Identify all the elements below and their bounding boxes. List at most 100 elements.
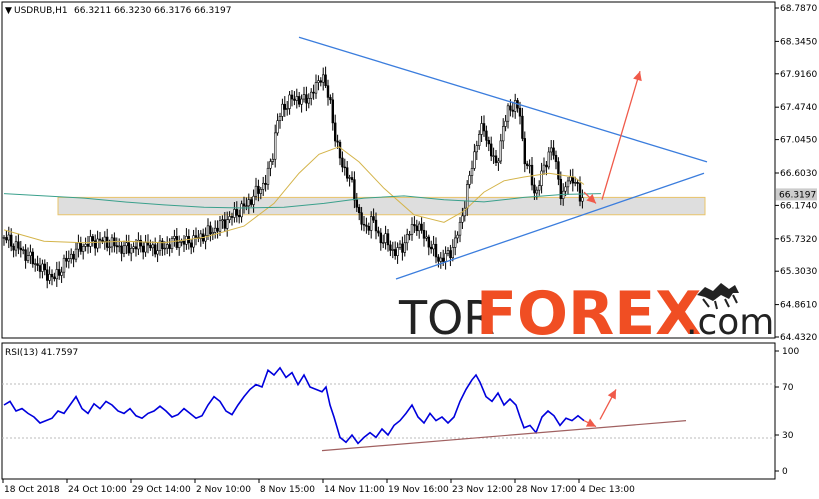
candle-body <box>357 206 361 214</box>
candle-body <box>31 251 34 265</box>
candle-body <box>57 269 61 276</box>
rsi-forecast-arrow-head <box>585 418 596 427</box>
candle-body <box>79 242 83 252</box>
price-tick-label: 67.9160 <box>780 70 817 80</box>
candle-body <box>209 225 212 235</box>
candle-body <box>485 130 488 141</box>
candle-body <box>506 105 510 122</box>
candle-body <box>533 184 536 194</box>
candle-body <box>444 253 447 262</box>
candle-body <box>415 225 418 232</box>
candle-body <box>245 205 248 207</box>
candle-body <box>48 273 51 281</box>
price-forecast-arrow-head <box>586 193 596 204</box>
candle-body <box>96 238 99 249</box>
candle-body <box>84 243 87 247</box>
candle-body <box>21 249 25 251</box>
candle-body <box>118 245 121 248</box>
candle-body <box>309 91 313 99</box>
candle-body <box>137 239 140 250</box>
candle-body <box>278 116 282 121</box>
candle-body <box>302 94 306 100</box>
candle-body <box>552 147 555 156</box>
candle-body <box>542 164 546 172</box>
candle-body <box>94 240 97 249</box>
candle-body <box>408 233 411 236</box>
candle-body <box>413 224 416 227</box>
candle-body <box>223 219 226 229</box>
candle-body <box>144 242 147 253</box>
rsi-tick-label: 30 <box>782 431 794 441</box>
candle-body <box>103 236 107 242</box>
candle-body <box>98 238 102 241</box>
collapse-triangle-icon[interactable]: ▼ <box>5 6 12 16</box>
candle-body <box>115 245 119 248</box>
candle-body <box>120 245 123 254</box>
current-price-label: 66.3197 <box>779 190 816 200</box>
candle-body <box>523 138 527 165</box>
candle-body <box>535 189 539 194</box>
candle-body <box>233 209 236 218</box>
candle-body <box>2 237 6 239</box>
candle-body <box>101 239 104 242</box>
candle-body <box>521 115 524 139</box>
candle-body <box>295 96 298 101</box>
price-tick-label: 66.1740 <box>780 201 817 211</box>
candle-body <box>70 253 73 260</box>
watermark-forex-text: FOREX <box>476 279 701 349</box>
time-tick-label: 19 Nov 16:00 <box>388 485 449 495</box>
candle-body <box>45 269 49 281</box>
candle-body <box>372 216 375 221</box>
candle-body <box>53 276 56 280</box>
candle-body <box>293 98 296 101</box>
candle-body <box>206 225 210 236</box>
candle-body <box>441 257 445 262</box>
time-tick-label: 8 Nov 15:00 <box>260 485 315 495</box>
price-forecast-arrows <box>583 71 642 204</box>
candle-body <box>494 155 498 163</box>
candle-body <box>343 166 346 169</box>
candle-body <box>288 94 291 109</box>
candle-body <box>446 250 450 254</box>
candle-body <box>86 243 90 247</box>
candle-body <box>55 269 59 280</box>
rsi-forecast-arrow-head <box>607 389 616 400</box>
price-tick-label: 67.4740 <box>780 103 817 113</box>
candle-body <box>149 244 152 249</box>
candle-body <box>348 177 351 179</box>
rsi-tick-label: 100 <box>782 347 799 357</box>
candle-body <box>110 237 114 248</box>
candle-body <box>10 234 13 247</box>
triangle-lower-trendline <box>395 172 705 280</box>
candle-body <box>451 247 454 259</box>
candle-body <box>386 233 390 246</box>
candle-body <box>314 82 318 94</box>
candle-body <box>403 242 406 253</box>
candle-body <box>417 223 421 232</box>
candle-body <box>269 161 272 169</box>
candle-body <box>540 170 543 186</box>
candle-body <box>518 107 522 117</box>
candle-body <box>108 246 111 249</box>
rsi-line <box>3 366 585 445</box>
candle-body <box>297 96 301 105</box>
candle-body <box>264 182 267 185</box>
candle-body <box>91 236 95 242</box>
candle-body <box>130 248 133 254</box>
candle-body <box>156 250 159 255</box>
time-tick-label: 28 Nov 17:00 <box>516 485 577 495</box>
time-tick-label: 14 Nov 11:00 <box>324 485 385 495</box>
candle-body <box>228 216 231 220</box>
candle-body <box>132 246 135 249</box>
candle-body <box>238 215 241 218</box>
candle-body <box>482 123 486 132</box>
candle-body <box>468 175 471 185</box>
candle-body <box>434 243 438 258</box>
candle-body <box>439 257 442 262</box>
candle-body <box>566 180 570 188</box>
candle-body <box>36 263 39 266</box>
candle-body <box>559 178 563 199</box>
candle-body <box>252 195 255 205</box>
candle-body <box>221 219 224 222</box>
